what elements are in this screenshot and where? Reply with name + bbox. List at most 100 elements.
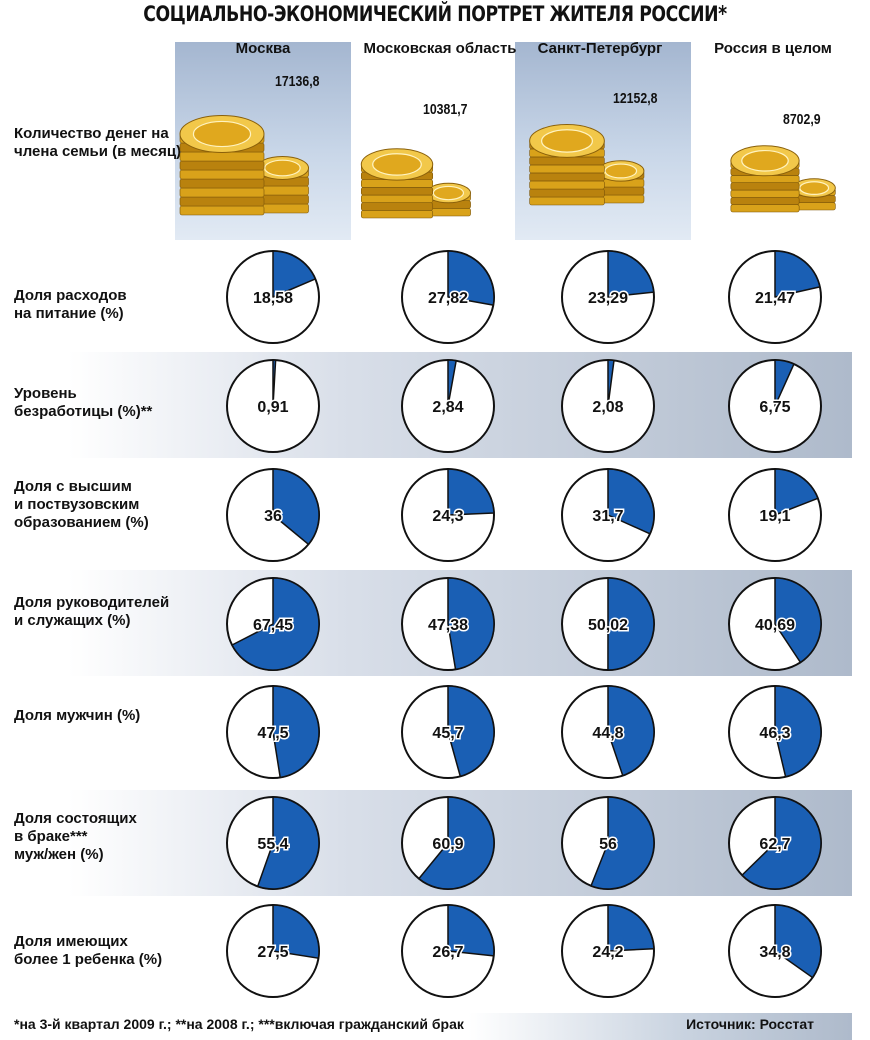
pie-slice <box>256 796 320 890</box>
pie-chart: 27,82 <box>401 250 495 344</box>
pie-value-label: 50,02 <box>588 617 628 634</box>
big-stack-coin <box>179 196 265 207</box>
pie-value-label: 44,8 <box>592 725 623 742</box>
row-label-line: Доля руководителей <box>14 594 170 611</box>
row-label-line: на питание (%) <box>14 305 124 322</box>
row-label-line: в браке*** <box>14 828 88 845</box>
pie-chart: 0,91 <box>226 359 320 453</box>
pie-slice <box>607 468 655 535</box>
chart-title: СОЦИАЛЬНО-ЭКОНОМИЧЕСКИЙ ПОРТРЕТ ЖИТЕЛЯ Р… <box>143 2 727 26</box>
pie-slice <box>774 577 822 664</box>
row-label-line: Уровень <box>14 385 77 402</box>
pie-slice <box>607 904 655 952</box>
pie-value-label: 0,91 <box>257 399 288 416</box>
footnote: *на 3-й квартал 2009 г.; **на 2008 г.; *… <box>14 1016 464 1032</box>
big-stack-coin <box>529 172 605 182</box>
pie-chart: 55,4 <box>226 796 320 890</box>
pie-slice <box>447 904 495 957</box>
pie-chart: 67,45 <box>226 577 320 671</box>
pie-value-label: 27,82 <box>428 290 468 307</box>
pie-slice <box>607 685 655 777</box>
small-stack-coin-emblem <box>604 163 638 179</box>
row-label-line: и служащих (%) <box>14 612 131 629</box>
pie-chart: 34,8 <box>728 904 822 998</box>
pie-slice <box>607 359 615 407</box>
pie-chart: 19,1 <box>728 468 822 562</box>
big-stack-coin <box>529 180 605 190</box>
pie-value-label: 21,47 <box>755 290 795 307</box>
pie-slice <box>607 250 655 298</box>
big-stack-coin-emblem <box>372 153 422 176</box>
pie-value-label: 62,7 <box>759 836 790 853</box>
source-note: Источник: Росстат <box>686 1016 814 1032</box>
pie-slice <box>272 250 317 298</box>
pie-chart: 26,7 <box>401 904 495 998</box>
pie-value-label: 27,5 <box>257 944 288 961</box>
big-stack-coin-emblem <box>192 120 252 148</box>
pie-chart: 36 <box>226 468 320 562</box>
row-label: Доля расходов на питание (%) <box>14 287 214 323</box>
pie-slice <box>231 577 320 671</box>
pie-chart: 24,3 <box>401 468 495 562</box>
row-label: Доля имеющих более 1 ребенка (%) <box>14 933 214 969</box>
row-label-line: безработицы (%)** <box>14 403 153 420</box>
pie-value-label: 18,58 <box>253 290 293 307</box>
big-stack-coin <box>360 187 434 196</box>
pie-value-label: 2,08 <box>592 399 623 416</box>
pie-value-label: 60,9 <box>432 836 463 853</box>
pie-slice <box>418 796 495 890</box>
big-stack-coin <box>179 187 265 198</box>
row-label-money: Количество денег на члена семьи (в месяц… <box>14 125 182 160</box>
row-label: Доля мужчин (%) <box>14 707 214 725</box>
big-stack-coin <box>730 182 800 191</box>
pie-chart: 27,5 <box>226 904 320 998</box>
pie-value-label: 24,3 <box>432 508 463 525</box>
money-value-spb: 12152,8 <box>613 90 658 107</box>
money-value-moscow: 17136,8 <box>275 73 320 90</box>
pie-slice <box>447 250 495 306</box>
pie-value-label: 67,45 <box>253 617 293 634</box>
pie-slice <box>272 468 320 546</box>
pie-slice <box>774 904 822 979</box>
big-stack-coin <box>529 164 605 174</box>
column-header-moscow-region: Московская область <box>363 40 517 57</box>
big-stack-coin <box>360 194 434 203</box>
row-label-line: Доля расходов <box>14 287 127 304</box>
pie-chart: 47,5 <box>226 685 320 779</box>
pie-chart: 40,69 <box>728 577 822 671</box>
big-stack-coin <box>360 210 434 219</box>
pie-chart: 31,7 <box>561 468 655 562</box>
pie-slice <box>272 904 320 959</box>
small-stack-coin-emblem <box>432 185 465 201</box>
pie-chart: 45,7 <box>401 685 495 779</box>
row-label: Уровень безработицы (%)** <box>14 385 214 421</box>
column-header-russia: Россия в целом <box>714 40 832 57</box>
pie-slice <box>447 577 495 671</box>
row-label-line: Доля мужчин (%) <box>14 707 141 724</box>
pie-slice <box>774 685 822 778</box>
pie-value-label: 34,8 <box>759 944 790 961</box>
coin-stack <box>179 115 310 216</box>
big-stack-coin <box>360 202 434 211</box>
pie-chart: 56 <box>561 796 655 890</box>
pie-chart: 6,75 <box>728 359 822 453</box>
pie-slice <box>774 359 795 407</box>
pie-chart: 23,29 <box>561 250 655 344</box>
pie-chart: 2,08 <box>561 359 655 453</box>
footer-band <box>0 1013 852 1040</box>
big-stack-coin-emblem <box>540 129 594 153</box>
pie-value-label: 56 <box>599 836 617 853</box>
pie-slice <box>590 796 655 890</box>
row-label-line: Доля состоящих <box>14 810 137 827</box>
pie-value-label: 2,84 <box>432 399 463 416</box>
big-stack-coin <box>179 160 265 171</box>
pie-value-label: 55,4 <box>257 836 288 853</box>
pie-value-label: 19,1 <box>759 508 790 525</box>
column-header-spb: Санкт-Петербург <box>537 40 663 57</box>
pie-slice <box>447 359 457 407</box>
pie-slice <box>741 796 822 890</box>
row-label-line: более 1 ребенка (%) <box>14 951 163 968</box>
row-label: Доля с высшим и поствузовским образованием… <box>14 478 214 532</box>
big-stack-coin <box>179 169 265 180</box>
big-stack-coin <box>730 197 800 205</box>
